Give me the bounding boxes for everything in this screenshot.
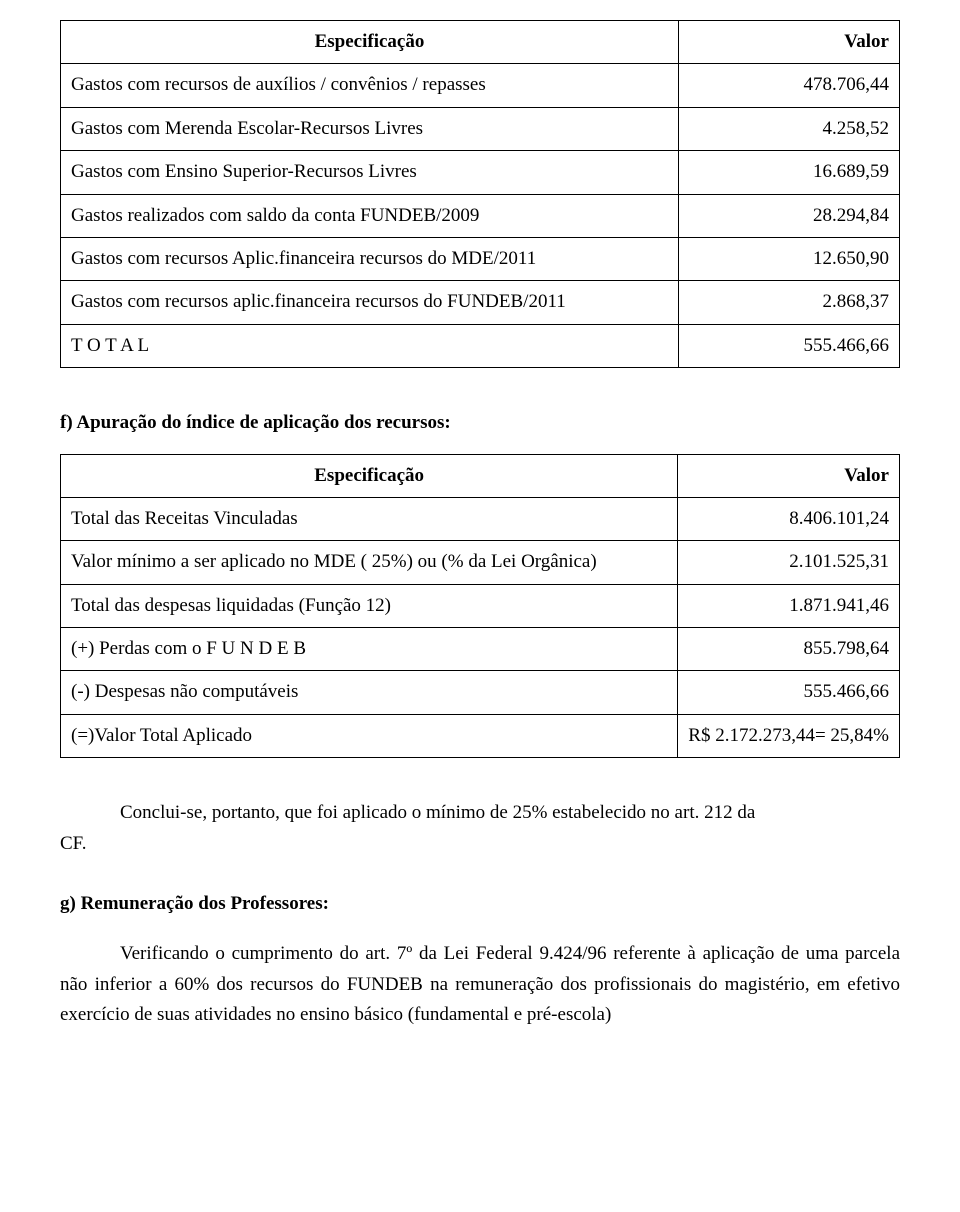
table-row: Gastos com recursos aplic.financeira rec…	[61, 281, 900, 324]
cell-spec: (-) Despesas não computáveis	[61, 671, 678, 714]
table-especificacao-1: Especificação Valor Gastos com recursos …	[60, 20, 900, 368]
cell-spec: Total das Receitas Vinculadas	[61, 497, 678, 540]
table-row: (-) Despesas não computáveis 555.466,66	[61, 671, 900, 714]
cell-spec: Gastos com recursos Aplic.financeira rec…	[61, 237, 679, 280]
cell-value: 8.406.101,24	[678, 497, 900, 540]
cell-value: 1.871.941,46	[678, 584, 900, 627]
table-header-row: Especificação Valor	[61, 454, 900, 497]
cell-value: 555.466,66	[679, 324, 900, 367]
cell-spec: Gastos com recursos aplic.financeira rec…	[61, 281, 679, 324]
cell-spec: T O T A L	[61, 324, 679, 367]
table-row: Valor mínimo a ser aplicado no MDE ( 25%…	[61, 541, 900, 584]
conclusion-text: Conclui-se, portanto, que foi aplicado o…	[60, 798, 900, 828]
table-row: Total das Receitas Vinculadas 8.406.101,…	[61, 497, 900, 540]
section-g-paragraph: Verificando o cumprimento do art. 7º da …	[60, 939, 900, 1030]
cell-spec: Gastos realizados com saldo da conta FUN…	[61, 194, 679, 237]
table-row: Gastos com recursos de auxílios / convên…	[61, 64, 900, 107]
cell-value: 555.466,66	[678, 671, 900, 714]
cell-value: 478.706,44	[679, 64, 900, 107]
table-row: Gastos com recursos Aplic.financeira rec…	[61, 237, 900, 280]
cell-value: 4.258,52	[679, 107, 900, 150]
table-row: Gastos com Merenda Escolar-Recursos Livr…	[61, 107, 900, 150]
cell-spec: Gastos com Merenda Escolar-Recursos Livr…	[61, 107, 679, 150]
cell-spec: Total das despesas liquidadas (Função 12…	[61, 584, 678, 627]
section-g-title: g) Remuneração dos Professores:	[60, 889, 900, 919]
cell-value: 855.798,64	[678, 628, 900, 671]
table-row: Total das despesas liquidadas (Função 12…	[61, 584, 900, 627]
table-row: Gastos com Ensino Superior-Recursos Livr…	[61, 151, 900, 194]
cell-spec: Valor mínimo a ser aplicado no MDE ( 25%…	[61, 541, 678, 584]
table-row: (=)Valor Total Aplicado R$ 2.172.273,44=…	[61, 714, 900, 757]
table-row: T O T A L 555.466,66	[61, 324, 900, 367]
col-header-value: Valor	[679, 21, 900, 64]
col-header-value: Valor	[678, 454, 900, 497]
cell-value: 2.101.525,31	[678, 541, 900, 584]
cell-value: R$ 2.172.273,44= 25,84%	[678, 714, 900, 757]
col-header-spec: Especificação	[61, 21, 679, 64]
conclusion-prefix: CF.	[60, 833, 86, 854]
cell-spec: (=)Valor Total Aplicado	[61, 714, 678, 757]
conclusion-paragraph: Conclui-se, portanto, que foi aplicado o…	[60, 798, 900, 859]
cell-spec: Gastos com recursos de auxílios / convên…	[61, 64, 679, 107]
table-header-row: Especificação Valor	[61, 21, 900, 64]
col-header-spec: Especificação	[61, 454, 678, 497]
table-row: (+) Perdas com o F U N D E B 855.798,64	[61, 628, 900, 671]
cell-value: 12.650,90	[679, 237, 900, 280]
page: Especificação Valor Gastos com recursos …	[0, 0, 960, 1091]
cell-value: 28.294,84	[679, 194, 900, 237]
cell-value: 2.868,37	[679, 281, 900, 324]
table-especificacao-2: Especificação Valor Total das Receitas V…	[60, 454, 900, 759]
cell-spec: (+) Perdas com o F U N D E B	[61, 628, 678, 671]
cell-spec: Gastos com Ensino Superior-Recursos Livr…	[61, 151, 679, 194]
table-row: Gastos realizados com saldo da conta FUN…	[61, 194, 900, 237]
section-f-title: f) Apuração do índice de aplicação dos r…	[60, 408, 900, 438]
cell-value: 16.689,59	[679, 151, 900, 194]
